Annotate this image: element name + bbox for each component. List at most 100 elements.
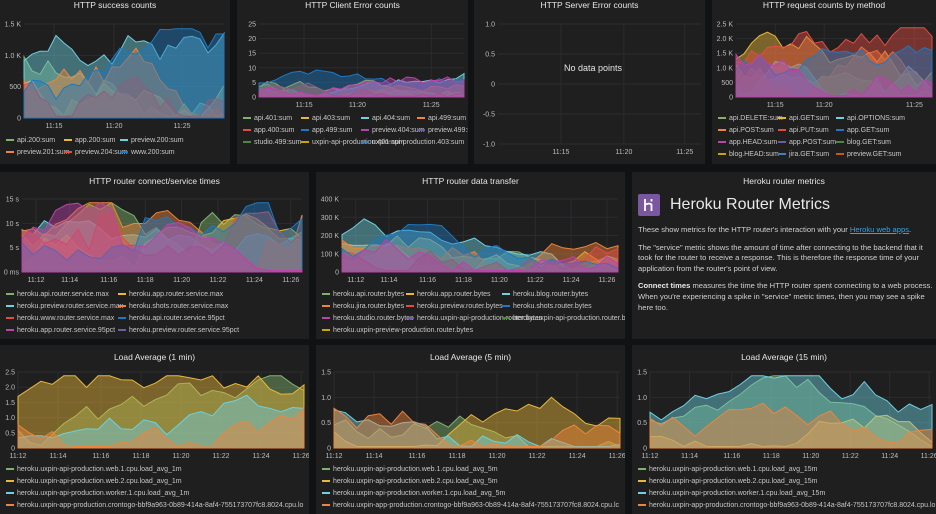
legend-item[interactable]: api.404:sum	[361, 115, 410, 122]
panel-load-average-5min[interactable]: Load Average (5 min) 1.5 1.0 0.5 0 11:12 11:1…	[316, 345, 625, 514]
legend-item[interactable]: heroku.uxpin-app-production.crontogo-bbf…	[6, 502, 303, 509]
x-tick-label: 11:20	[802, 453, 819, 460]
chart-http-success: 1.5 K 1.0 K 500 0 11:15 11:20 11:25	[5, 22, 225, 130]
legend-item[interactable]: api.DELETE:sum	[718, 115, 783, 122]
panel-load-average-1min[interactable]: Load Average (1 min) 2.5 2.0 1.5 1.0 0.5 0 11:…	[0, 345, 309, 514]
legend-item[interactable]: api.PUT:sum	[778, 127, 829, 134]
legend-item[interactable]: preview.204:sum	[64, 149, 128, 156]
legend-label: blog.GET:sum	[847, 139, 891, 146]
legend-item[interactable]: preview.201:sum	[6, 149, 70, 156]
legend-item[interactable]: heroku.uxpin-api-production.web.1.cpu.lo…	[6, 466, 182, 473]
heroku-web-apps-link[interactable]: Heroku web apps	[849, 225, 910, 234]
legend-item[interactable]: api.401:sum	[243, 115, 292, 122]
y-tick-label: 400 K	[321, 197, 340, 204]
legend-item[interactable]: heroku.studio.router.bytes	[322, 315, 414, 322]
legend-item[interactable]: blog.HEAD:sum	[718, 151, 779, 158]
legend-item[interactable]: app.499:sum	[301, 127, 352, 134]
legend-item[interactable]: heroku.preview.router.service.max	[6, 303, 123, 310]
legend-label: heroku.uxpin-app-production.crontogo-bbf…	[17, 502, 304, 509]
legend-item[interactable]: heroku.uxpin-api-production.web.2.cpu.lo…	[6, 478, 182, 485]
legend-item[interactable]: heroku.www.router.service.max	[6, 315, 114, 322]
panel-http-success-counts[interactable]: HTTP success counts 1.5 K 1.0 K 500 0 11:15 1…	[0, 0, 230, 164]
legend-label: heroku.uxpin-api-production.web.2.cpu.lo…	[649, 478, 818, 485]
legend-item[interactable]: preview.GET:sum	[836, 151, 901, 158]
legend-label: app.499:sum	[312, 127, 353, 134]
legend-item[interactable]: app.HEAD:sum	[718, 139, 777, 146]
legend-item[interactable]: api.POST:sum	[718, 127, 774, 134]
legend-item[interactable]: heroku.uxpin-api-production.web.2.cpu.lo…	[638, 478, 818, 485]
legend-item[interactable]: heroku.app.router.service.95pct	[6, 327, 115, 334]
legend-item[interactable]: app.200:sum	[64, 137, 115, 144]
x-tick-label: 11:22	[842, 453, 859, 460]
legend-item[interactable]: blog.GET:sum	[836, 139, 891, 146]
x-tick-label: 11:20	[106, 123, 123, 130]
legend-item[interactable]: api.200:sum	[6, 137, 55, 144]
heroku-logo-icon	[638, 194, 660, 216]
legend-item[interactable]: heroku.blog.router.bytes	[502, 291, 588, 298]
y-tick-label: 0.5	[485, 52, 495, 59]
legend-item[interactable]: uxpin-api-production.401:sum	[301, 139, 404, 146]
legend-swatch	[6, 293, 14, 296]
legend-item[interactable]: api.GET:sum	[778, 115, 829, 122]
x-tick-label: 11:18	[763, 453, 780, 460]
legend-item[interactable]: api.OPTIONS:sum	[836, 115, 905, 122]
legend-item[interactable]: heroku.uxpin-api-production.router.bytes	[502, 315, 625, 322]
panel-http-request-counts-by-method[interactable]: HTTP request counts by method 2.5 K 2.0 K…	[712, 0, 936, 164]
panel-heroku-router-metrics[interactable]: Heroku router metrics Heroku Router Metr…	[632, 172, 936, 339]
legend-item[interactable]: heroku.uxpin-api-production.router.bytes	[406, 315, 542, 322]
legend-item[interactable]: studio.499:sum	[243, 139, 301, 146]
legend-item[interactable]: heroku.uxpin-api-production.web.1.cpu.lo…	[322, 466, 498, 473]
legend-item[interactable]: preview.200:sum	[120, 137, 184, 144]
legend-label: jira.GET:sum	[789, 151, 830, 158]
legend-swatch	[6, 504, 14, 507]
panel-router-data-transfer[interactable]: HTTP router data transfer 400 K 300 K 200 …	[316, 172, 625, 339]
legend-item[interactable]: api.403:sum	[301, 115, 350, 122]
panel-load-average-15min[interactable]: Load Average (15 min) 1.5 1.0 0.5 0 11:12 11:…	[632, 345, 936, 514]
legend-label: heroku.uxpin-api-production.router.bytes	[513, 315, 625, 322]
legend-item[interactable]: heroku.uxpin-app-production.crontogo-bbf…	[322, 502, 619, 509]
legend-label: api.200:sum	[17, 137, 56, 144]
legend-item[interactable]: preview.499:sum	[417, 127, 468, 134]
legend-item[interactable]: heroku.uxpin-api-production.web.2.cpu.lo…	[322, 478, 498, 485]
legend-label: studio.499:sum	[254, 139, 302, 146]
legend-item[interactable]: preview.404:sum	[361, 127, 425, 134]
legend-item[interactable]: app.400:sum	[243, 127, 294, 134]
legend-item[interactable]: heroku.uxpin-api-production.worker.1.cpu…	[638, 490, 825, 497]
legend-item[interactable]: heroku.preview.router.bytes	[406, 303, 503, 310]
panel-title: HTTP router connect/service times	[89, 176, 220, 186]
panel-http-client-error-counts[interactable]: HTTP Client Error counts 25 20 15 10 5 0 11:15…	[237, 0, 468, 164]
legend-item[interactable]: api.499:sum	[417, 115, 466, 122]
no-data-message: No data points	[564, 63, 623, 73]
x-tick-label: 11:16	[419, 277, 436, 284]
legend-swatch	[778, 141, 786, 144]
y-tick-label: 1.0 K	[717, 65, 734, 72]
legend-item[interactable]: heroku.shots.router.bytes	[502, 303, 592, 310]
legend-item[interactable]: app.POST:sum	[778, 139, 836, 146]
legend-item[interactable]: heroku.uxpin-api-production.web.1.cpu.lo…	[638, 466, 818, 473]
legend-item[interactable]: heroku.uxpin-preview-production.router.b…	[322, 327, 473, 334]
legend-item[interactable]: heroku.jira.router.bytes	[322, 303, 404, 310]
x-tick-label: 11:12	[28, 277, 45, 284]
legend-item[interactable]: heroku.api.router.service.max	[6, 291, 109, 298]
panel-router-connect-service-times[interactable]: HTTP router connect/service times 15 s 10…	[0, 172, 309, 339]
panel-http-server-error-counts[interactable]: HTTP Server Error counts 1.0 0.5 0 -0.5 -1.0…	[474, 0, 705, 164]
legend-item[interactable]: jira.GET:sum	[778, 151, 829, 158]
legend-item[interactable]: app.GET:sum	[836, 127, 889, 134]
panel-title: HTTP Client Error counts	[305, 0, 400, 10]
x-tick-label: 11:14	[50, 453, 67, 460]
series-area	[735, 27, 933, 98]
legend-item[interactable]: heroku.preview.router.service.95pct	[118, 327, 239, 334]
legend-item[interactable]: heroku.uxpin-api-production.worker.1.cpu…	[322, 490, 505, 497]
legend-item[interactable]: www.200:sum	[120, 149, 175, 156]
legend-item[interactable]: heroku.uxpin-api-production.worker.1.cpu…	[6, 490, 189, 497]
legend-item[interactable]: heroku.app.router.bytes	[406, 291, 491, 298]
legend-item[interactable]: heroku.uxpin-app-production.crontogo-bbf…	[638, 502, 935, 509]
x-tick-label: 11:12	[347, 277, 364, 284]
legend-item[interactable]: heroku.api.router.service.95pct	[118, 315, 225, 322]
x-tick-label: 11:26	[293, 453, 309, 460]
legend-item[interactable]: heroku.api.router.bytes	[322, 291, 404, 298]
legend-item[interactable]: heroku.shots.router.service.max	[118, 303, 228, 310]
legend-item[interactable]: uxpin-api-production.403:sum	[361, 139, 464, 146]
legend-item[interactable]: heroku.app.router.service.max	[118, 291, 223, 298]
legend-swatch	[322, 504, 330, 507]
